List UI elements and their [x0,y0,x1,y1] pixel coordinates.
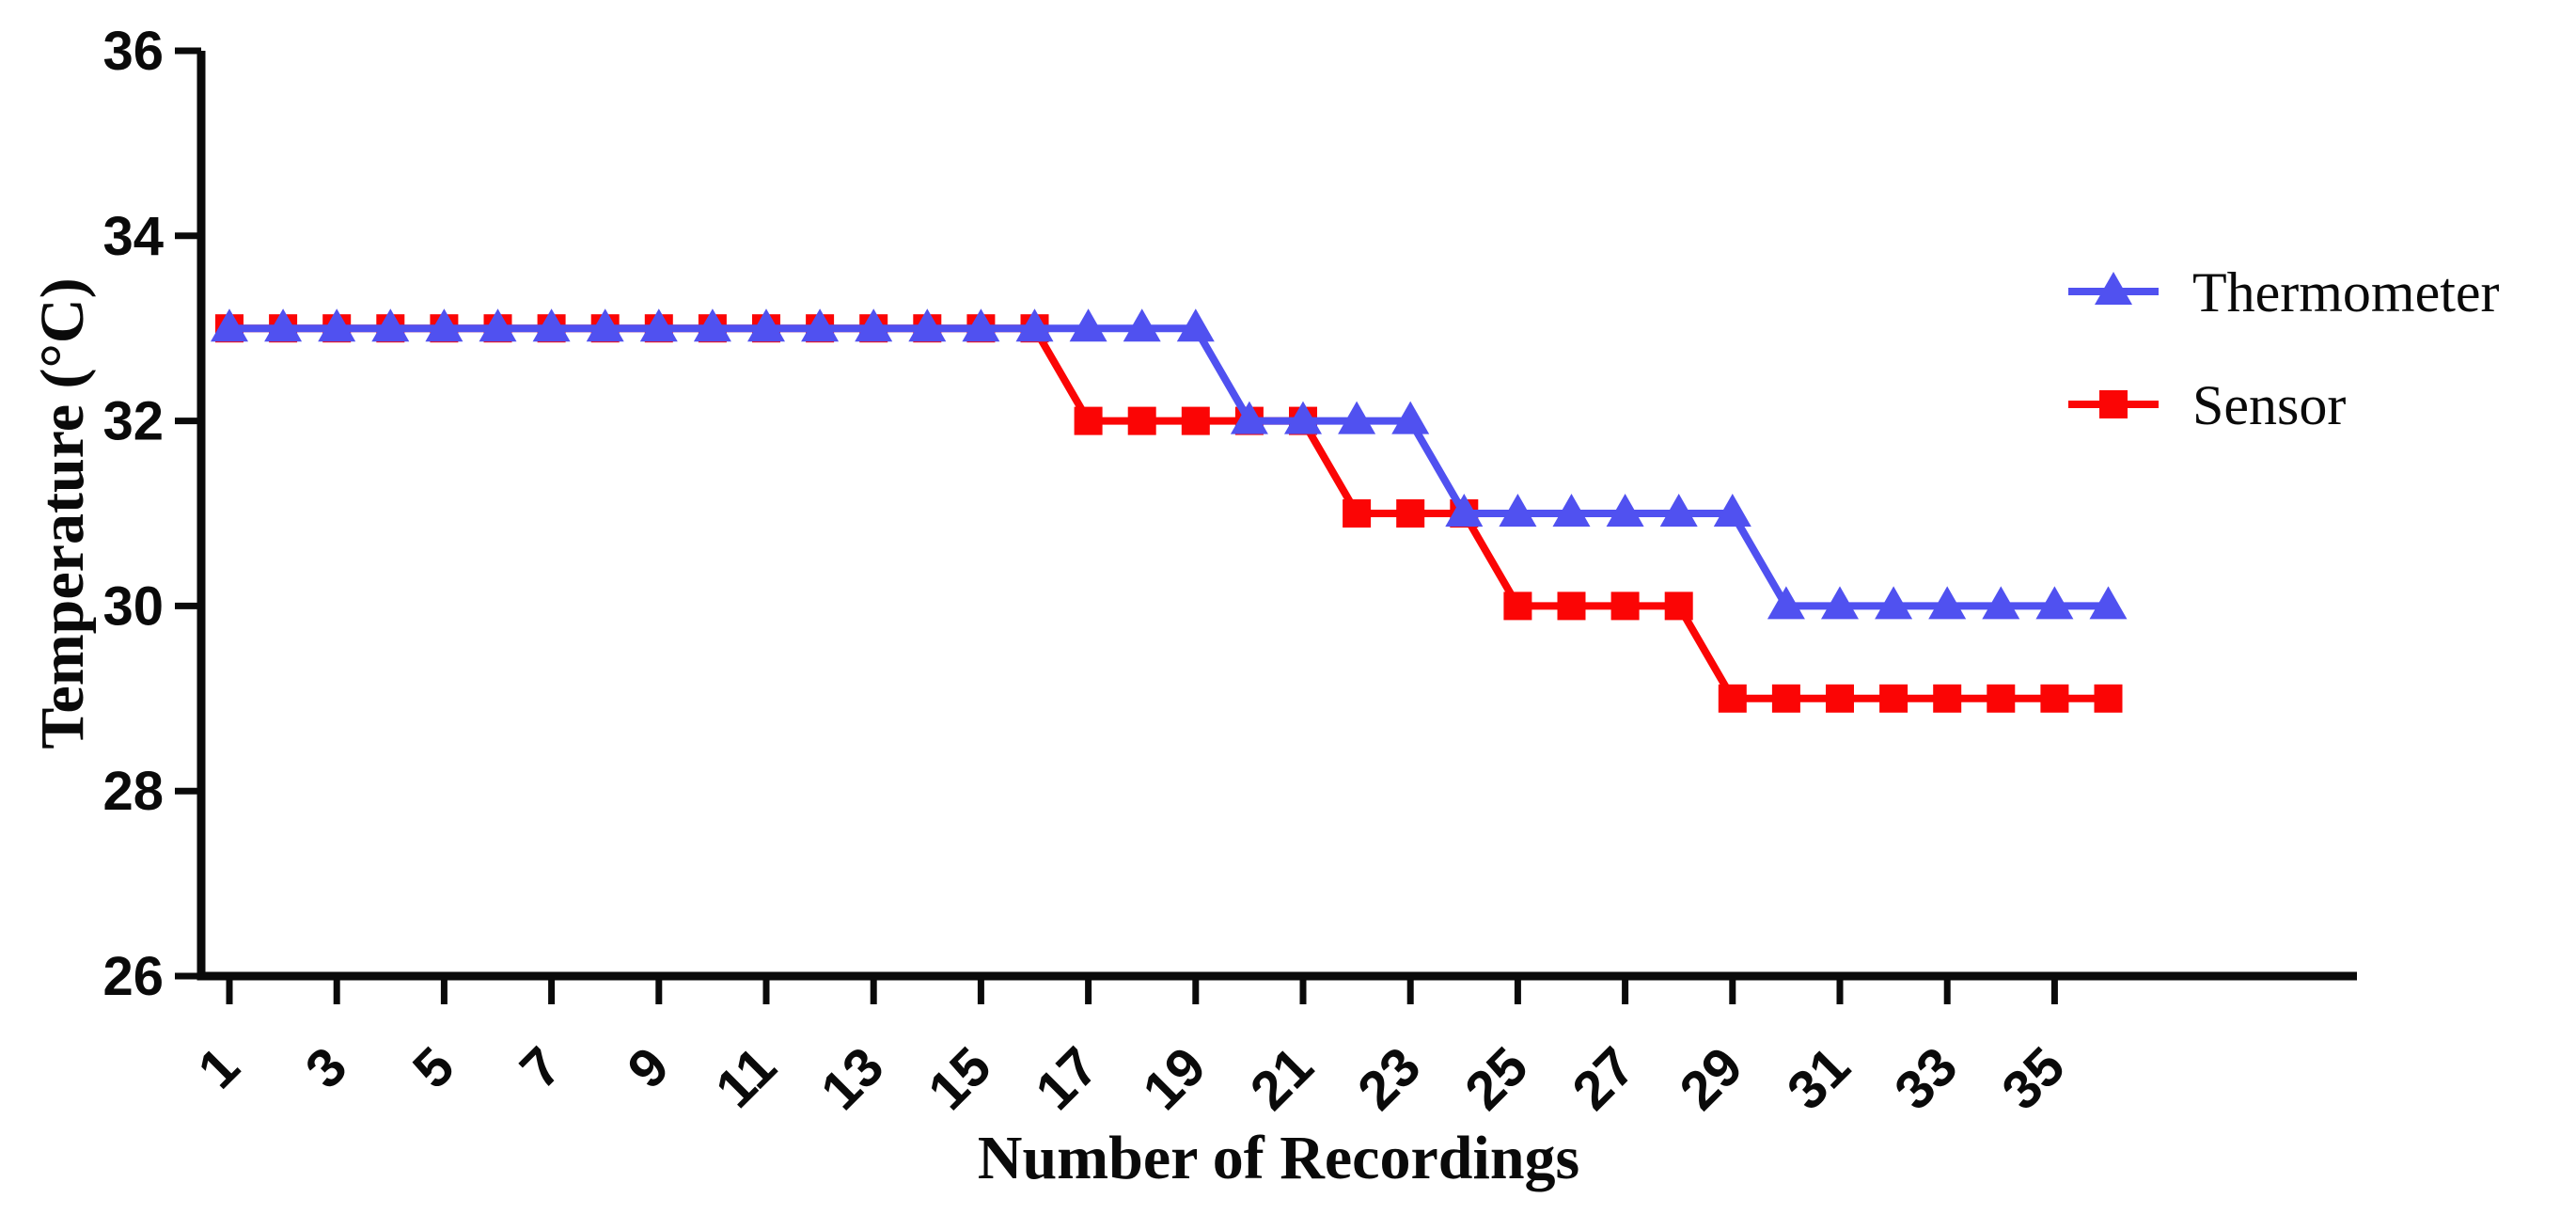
x-tick-label: 35 [1990,1035,2077,1122]
x-tick-label: 9 [616,1035,681,1100]
y-tick-label: 36 [102,21,164,82]
legend-item-sensor: Sensor [2068,374,2346,436]
y-tick-label: 28 [102,761,164,822]
data-point-sensor [2040,684,2069,713]
axes [196,51,2357,981]
series-line-sensor [229,324,2109,702]
data-point-thermometer [1123,308,1161,342]
data-point-sensor [1718,684,1747,713]
x-tick-label: 13 [809,1035,896,1122]
data-point-thermometer [1499,494,1537,527]
x-tick-label: 7 [509,1035,573,1100]
x-tick-label: 1 [186,1035,251,1100]
data-point-thermometer [532,308,571,342]
data-point-thermometer [1767,586,1805,620]
x-tick-label: 5 [401,1035,466,1100]
data-point-sensor [1503,591,1532,621]
data-point-thermometer [1391,401,1430,434]
y-tick-label: 34 [102,206,164,267]
data-point-sensor [1343,499,1372,528]
x-tick-label: 15 [917,1035,1003,1122]
sensor-legend-marker-icon [2068,390,2159,418]
data-point-thermometer [747,308,785,342]
data-point-thermometer [1713,494,1751,527]
x-tick-label: 17 [1024,1035,1110,1122]
data-point-thermometer [1338,401,1376,434]
x-tick-label: 33 [1883,1035,1970,1122]
x-tick-label: 27 [1561,1035,1647,1122]
data-point-sensor [1664,591,1693,621]
legend-label-thermometer: Thermometer [2192,261,2500,323]
data-point-thermometer [2089,586,2128,620]
x-tick-label: 21 [1239,1035,1326,1122]
data-point-thermometer [1552,494,1591,527]
data-point-thermometer [1445,494,1484,527]
series-line-thermometer [229,324,2109,610]
data-point-sensor [2094,684,2123,713]
data-point-thermometer [1821,586,1859,620]
legend: Thermometer Sensor [2068,261,2500,436]
data-point-sensor [1396,499,1425,528]
data-point-thermometer [962,308,1000,342]
data-point-thermometer [264,308,303,342]
data-point-thermometer [371,308,410,342]
data-point-thermometer [855,308,893,342]
legend-item-thermometer: Thermometer [2068,261,2500,323]
x-tick-label: 29 [1668,1035,1754,1122]
x-tick-label: 11 [704,1035,788,1119]
x-tick-label: 3 [294,1035,359,1100]
axis-ticks [175,47,2058,1004]
data-point-thermometer [1230,401,1268,434]
data-point-thermometer [318,308,356,342]
data-point-thermometer [1928,586,1967,620]
data-series [211,308,2128,713]
data-point-thermometer [639,308,678,342]
x-tick-label: 25 [1453,1035,1540,1122]
data-point-thermometer [801,308,840,342]
data-point-sensor [1557,591,1586,621]
data-point-thermometer [586,308,624,342]
data-point-thermometer [1176,308,1215,342]
data-point-thermometer [1069,308,1107,342]
y-axis-title: Temperature (°C) [28,277,97,749]
series-markers-thermometer [211,308,2128,620]
data-point-thermometer [1284,401,1322,434]
data-point-thermometer [1659,494,1698,527]
data-point-sensor [1933,684,1962,713]
data-point-thermometer [1875,586,1913,620]
series-markers-sensor [215,314,2123,713]
x-tick-label: 19 [1131,1035,1217,1122]
data-point-thermometer [479,308,517,342]
data-point-sensor [1610,591,1640,621]
thermometer-legend-marker-icon [2068,272,2159,305]
data-point-thermometer [1606,494,1644,527]
data-point-thermometer [1982,586,2020,620]
data-point-thermometer [2035,586,2074,620]
x-axis-title: Number of Recordings [978,1124,1579,1192]
data-point-sensor [1826,684,1854,713]
data-point-thermometer [908,308,947,342]
data-point-thermometer [211,308,248,342]
data-point-sensor [1879,684,1908,713]
x-tick-label: 31 [1776,1035,1862,1122]
data-point-sensor [1987,684,2016,713]
legend-label-sensor: Sensor [2192,374,2346,436]
data-point-sensor [1771,684,1800,713]
y-tick-label: 32 [102,391,164,452]
data-point-sensor [1181,406,1210,435]
data-point-sensor [1127,406,1156,435]
data-point-thermometer [425,308,463,342]
data-point-sensor [1074,406,1103,435]
y-tick-label: 30 [102,575,164,637]
y-tick-label: 26 [102,946,164,1007]
data-point-thermometer [693,308,731,342]
data-point-thermometer [1015,308,1054,342]
x-tick-label: 23 [1346,1035,1433,1122]
